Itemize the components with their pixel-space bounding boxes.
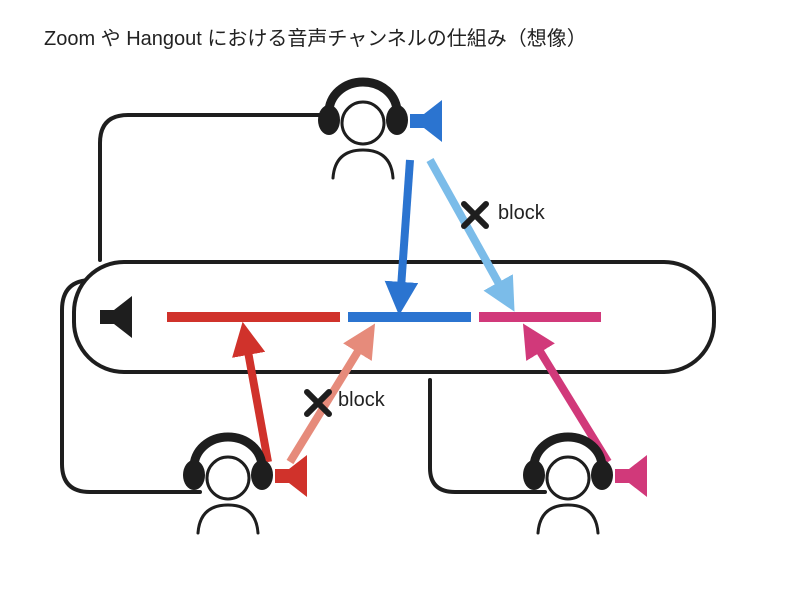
diagram-stage: Zoom や Hangout における音声チャンネルの仕組み（想像） block…	[0, 0, 800, 615]
diagram-title: Zoom や Hangout における音声チャンネルの仕組み（想像）	[44, 22, 587, 51]
speaker-icon	[615, 455, 647, 497]
block-label: block	[338, 389, 386, 411]
block-label: block	[498, 202, 546, 224]
block-mark	[464, 204, 486, 226]
speaker-icon	[410, 100, 442, 142]
participant	[523, 437, 647, 533]
cable	[100, 115, 335, 260]
participant	[183, 437, 307, 533]
diagram-svg: block block	[0, 0, 800, 615]
participant	[318, 82, 442, 178]
